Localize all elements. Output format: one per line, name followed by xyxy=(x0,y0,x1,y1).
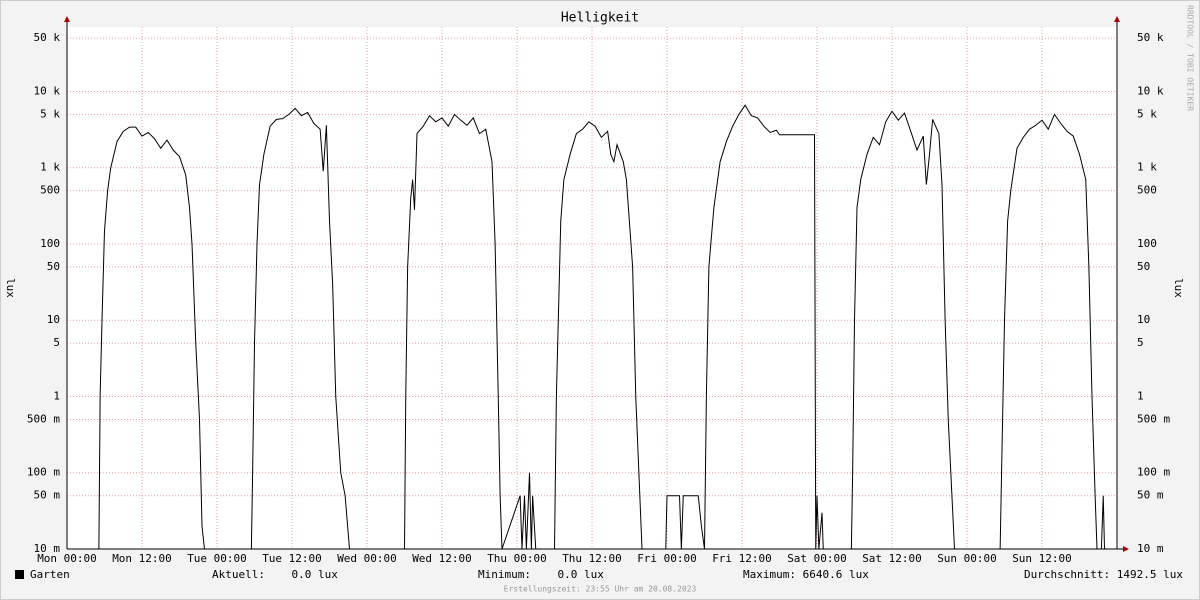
legend-stat: Minimum: 0.0 lux xyxy=(478,568,604,581)
x-tick-label: Wed 12:00 xyxy=(412,552,472,565)
y-tick-label-right: 500 m xyxy=(1137,412,1170,425)
x-tick-label: Wed 00:00 xyxy=(337,552,397,565)
y-tick-label: 10 k xyxy=(34,84,61,97)
legend-stat: Maximum: 6640.6 lux xyxy=(743,568,869,581)
arrow xyxy=(1123,546,1129,552)
legend-swatch xyxy=(15,570,24,579)
y-tick-label-right: 50 xyxy=(1137,260,1150,273)
x-tick-label: Mon 00:00 xyxy=(37,552,97,565)
y-tick-label-right: 10 xyxy=(1137,313,1150,326)
y-tick-label-right: 10 m xyxy=(1137,542,1164,555)
y-axis-label-right: lux xyxy=(1172,278,1185,298)
x-tick-label: Sun 00:00 xyxy=(937,552,997,565)
y-tick-label-right: 100 xyxy=(1137,237,1157,250)
y-tick-label: 5 k xyxy=(40,107,60,120)
y-tick-label-right: 5 k xyxy=(1137,107,1157,120)
x-tick-label: Thu 00:00 xyxy=(487,552,547,565)
data-line xyxy=(67,104,1117,550)
x-tick-label: Mon 12:00 xyxy=(112,552,172,565)
plot-lines xyxy=(67,104,1117,550)
y-tick-label: 100 xyxy=(40,237,60,250)
x-tick-label: Sat 12:00 xyxy=(862,552,922,565)
y-tick-label: 50 xyxy=(47,260,60,273)
y-tick-label-right: 1 k xyxy=(1137,161,1157,174)
y-tick-label-right: 50 k xyxy=(1137,31,1164,44)
y-tick-label-right: 5 xyxy=(1137,336,1144,349)
y-tick-label: 10 m xyxy=(34,542,61,555)
arrow xyxy=(1114,16,1120,22)
y-tick-label: 1 k xyxy=(40,161,60,174)
x-tick-label: Tue 12:00 xyxy=(262,552,322,565)
watermark: RRDTOOL / TOBI OETIKER xyxy=(1186,5,1195,111)
y-tick-label: 100 m xyxy=(27,466,60,479)
y-tick-label-right: 50 m xyxy=(1137,489,1164,502)
x-tick-label: Fri 00:00 xyxy=(637,552,697,565)
legend-label: Garten xyxy=(30,568,70,581)
x-tick-label: Sun 12:00 xyxy=(1012,552,1072,565)
y-tick-label: 50 k xyxy=(34,31,61,44)
footer: Erstellungszeit: 23:55 Uhr am 20.08.2023 xyxy=(504,585,697,594)
x-tick-label: Tue 00:00 xyxy=(187,552,247,565)
y-tick-label-right: 500 xyxy=(1137,184,1157,197)
y-tick-label: 500 xyxy=(40,184,60,197)
x-tick-label: Thu 12:00 xyxy=(562,552,622,565)
y-tick-label-right: 1 xyxy=(1137,389,1144,402)
y-tick-label: 10 xyxy=(47,313,60,326)
chart-title: Helligkeit xyxy=(561,11,639,26)
x-tick-label: Sat 00:00 xyxy=(787,552,847,565)
y-tick-label: 50 m xyxy=(34,489,61,502)
y-tick-label: 500 m xyxy=(27,412,60,425)
y-tick-label: 5 xyxy=(53,336,60,349)
y-tick-label: 1 xyxy=(53,389,60,402)
legend-stat: Durchschnitt: 1492.5 lux xyxy=(1024,568,1183,581)
y-tick-label-right: 10 k xyxy=(1137,84,1164,97)
y-axis-label: lux xyxy=(4,278,17,298)
arrow xyxy=(64,16,70,22)
x-tick-label: Fri 12:00 xyxy=(712,552,772,565)
y-tick-label-right: 100 m xyxy=(1137,466,1170,479)
legend-stat: Aktuell: 0.0 lux xyxy=(212,568,338,581)
